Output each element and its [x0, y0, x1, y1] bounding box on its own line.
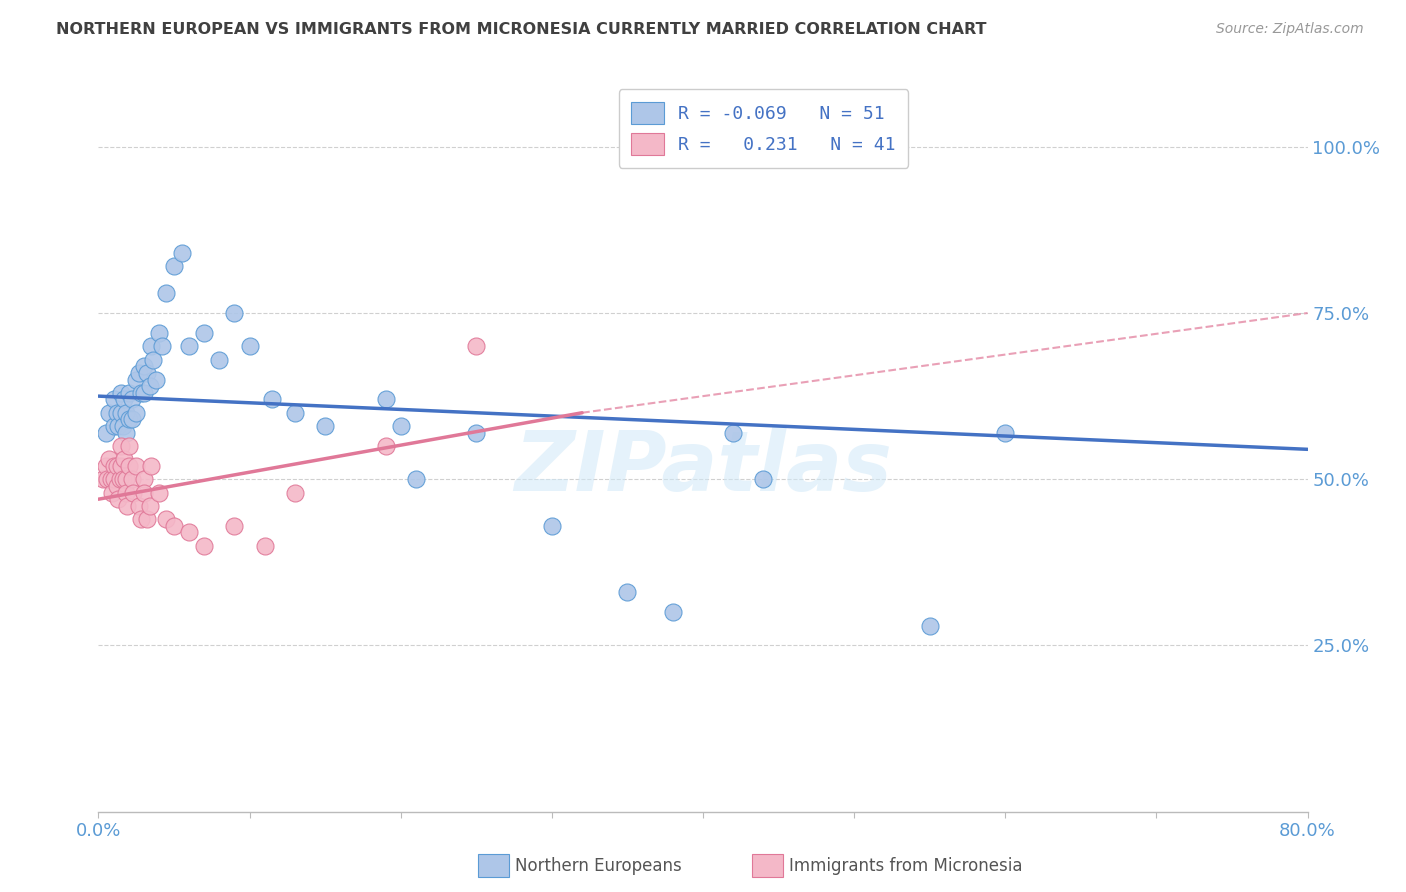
Point	[128, 366, 150, 380]
Point	[114, 485, 136, 500]
Point	[103, 392, 125, 407]
Point	[374, 439, 396, 453]
Point	[110, 385, 132, 400]
Point	[129, 512, 152, 526]
Point	[141, 458, 163, 473]
Point	[100, 472, 122, 486]
Point	[121, 392, 143, 407]
Point	[103, 419, 125, 434]
Text: ZIPatlas: ZIPatlas	[515, 427, 891, 508]
Point	[170, 246, 193, 260]
Point	[253, 539, 276, 553]
Point	[314, 419, 336, 434]
Point	[141, 339, 163, 353]
Point	[98, 452, 121, 467]
Text: Source: ZipAtlas.com: Source: ZipAtlas.com	[1216, 22, 1364, 37]
Point	[616, 585, 638, 599]
Point	[132, 472, 155, 486]
Point	[374, 392, 396, 407]
Point	[111, 472, 134, 486]
Point	[132, 385, 155, 400]
Point	[723, 425, 745, 440]
Point	[224, 518, 246, 533]
Point	[148, 326, 170, 340]
Point	[128, 499, 150, 513]
Point	[284, 406, 307, 420]
Point	[101, 485, 124, 500]
Point	[163, 518, 186, 533]
Point	[193, 326, 215, 340]
Point	[179, 339, 201, 353]
Point	[107, 419, 129, 434]
Point	[105, 458, 128, 473]
Point	[110, 439, 132, 453]
Point	[103, 458, 125, 473]
Point	[98, 406, 121, 420]
Point	[139, 499, 162, 513]
Point	[405, 472, 427, 486]
Point	[918, 618, 941, 632]
Point	[994, 425, 1017, 440]
Point	[132, 485, 155, 500]
Point	[107, 492, 129, 507]
Point	[465, 339, 488, 353]
Point	[148, 485, 170, 500]
Point	[155, 286, 177, 301]
Point	[125, 372, 148, 386]
Point	[114, 406, 136, 420]
Point	[121, 472, 143, 486]
Point	[105, 406, 128, 420]
Point	[139, 379, 162, 393]
Point	[114, 472, 136, 486]
Point	[112, 392, 135, 407]
Point	[540, 518, 562, 533]
Point	[163, 260, 186, 274]
Point	[155, 512, 177, 526]
Point	[465, 425, 488, 440]
Point	[132, 359, 155, 374]
Point	[122, 485, 145, 500]
Point	[121, 412, 143, 426]
Text: Northern Europeans: Northern Europeans	[515, 857, 682, 875]
Point	[118, 458, 141, 473]
Point	[752, 472, 775, 486]
Point	[91, 472, 114, 486]
Point	[110, 458, 132, 473]
Point	[125, 406, 148, 420]
Point	[118, 385, 141, 400]
Point	[262, 392, 284, 407]
Point	[96, 472, 118, 486]
Point	[111, 419, 134, 434]
Point	[129, 385, 152, 400]
Point	[389, 419, 412, 434]
Text: NORTHERN EUROPEAN VS IMMIGRANTS FROM MICRONESIA CURRENTLY MARRIED CORRELATION CH: NORTHERN EUROPEAN VS IMMIGRANTS FROM MIC…	[56, 22, 987, 37]
Point	[208, 352, 231, 367]
Point	[239, 339, 262, 353]
Point	[150, 339, 173, 353]
Point	[125, 458, 148, 473]
Point	[662, 605, 685, 619]
Point	[118, 412, 141, 426]
Point	[118, 439, 141, 453]
Point	[114, 425, 136, 440]
Point	[284, 485, 307, 500]
Point	[108, 472, 131, 486]
Point	[103, 472, 125, 486]
Point	[112, 452, 135, 467]
Point	[142, 352, 165, 367]
Point	[110, 406, 132, 420]
Point	[179, 525, 201, 540]
Text: Immigrants from Micronesia: Immigrants from Micronesia	[789, 857, 1022, 875]
Point	[193, 539, 215, 553]
Point	[115, 499, 138, 513]
Point	[94, 425, 117, 440]
Point	[135, 512, 157, 526]
Point	[224, 306, 246, 320]
Point	[94, 458, 117, 473]
Point	[105, 479, 128, 493]
Point	[145, 372, 167, 386]
Legend: R = -0.069   N = 51, R =   0.231   N = 41: R = -0.069 N = 51, R = 0.231 N = 41	[619, 89, 908, 168]
Point	[135, 366, 157, 380]
